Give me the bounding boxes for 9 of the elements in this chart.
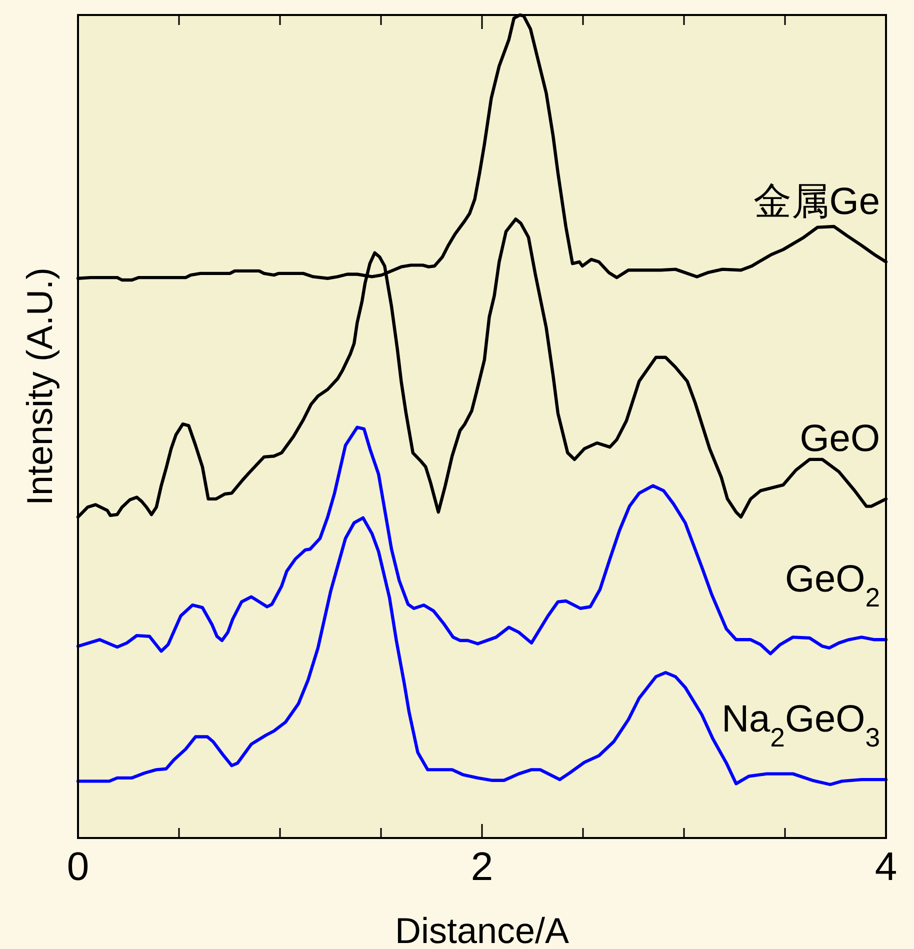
series-label: GeO [800, 418, 880, 460]
series-label: GeO$_{2}$ [784, 558, 880, 613]
series-label: Na$_{2}$GeO$_{3}$ [722, 698, 880, 753]
y-axis-title: Intensity (A.U.) [19, 267, 60, 506]
x-tick-label: 2 [470, 845, 494, 889]
x-tick-label: 4 [874, 845, 898, 889]
x-axis-title: Distance/A [394, 910, 570, 949]
series-label: 金属Ge [753, 180, 880, 223]
x-tick-label: 0 [66, 845, 90, 889]
